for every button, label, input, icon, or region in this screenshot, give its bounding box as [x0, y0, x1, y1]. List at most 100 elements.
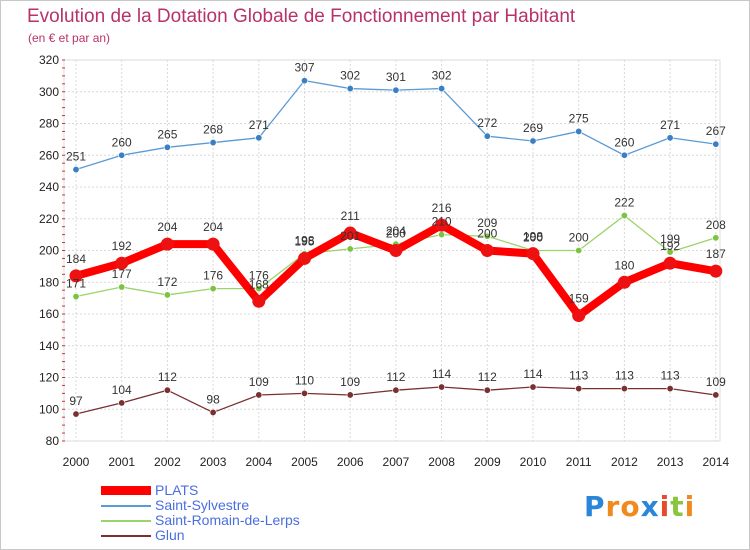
data-point: [343, 226, 357, 240]
data-label: 168: [249, 277, 269, 291]
data-label: 302: [432, 69, 452, 83]
x-tick-label: 2011: [566, 455, 592, 469]
data-point: [438, 231, 446, 239]
data-label: 97: [69, 394, 83, 408]
data-label: 251: [66, 150, 86, 164]
legend: PLATS Saint-Sylvestre Saint-Romain-de-Lerp…: [101, 483, 300, 543]
data-label: 114: [432, 367, 451, 381]
data-point: [435, 218, 449, 232]
data-point: [709, 264, 723, 278]
x-tick-label: 2012: [611, 455, 638, 469]
x-tick-label: 2007: [383, 455, 410, 469]
line-chart: 80 100 120 140 160 180 200 220 240 260 280 300 320 20…: [39, 53, 730, 469]
data-point: [118, 283, 126, 291]
data-point: [575, 385, 583, 393]
data-label: 159: [569, 292, 589, 306]
legend-swatch: [101, 486, 151, 495]
data-label: 269: [523, 121, 543, 135]
data-label: 271: [249, 118, 269, 132]
legend-label: Glun: [155, 527, 185, 543]
x-tick-label: 2005: [291, 455, 318, 469]
data-point: [438, 85, 446, 93]
data-point: [209, 408, 217, 416]
label-layer: 251 260 265 268 271 307 302 301 302 272 269 275 260 2…: [66, 61, 726, 408]
y-tick-label: 320: [39, 53, 59, 67]
legend-item: Glun: [101, 528, 300, 543]
data-point: [620, 385, 628, 393]
data-point: [529, 383, 537, 391]
data-point: [209, 285, 217, 293]
logo-letter: P: [584, 490, 606, 523]
data-point: [72, 410, 80, 418]
data-label: 271: [660, 118, 680, 132]
data-point: [392, 86, 400, 94]
data-label: 200: [569, 231, 589, 245]
data-label: 112: [386, 370, 405, 384]
data-label: 208: [706, 218, 726, 232]
logo-letter: o: [620, 490, 641, 523]
data-point: [72, 293, 80, 301]
x-tick-label: 2004: [245, 455, 272, 469]
grid-layer: [63, 59, 721, 442]
data-label: 201: [340, 229, 360, 243]
data-point: [346, 391, 354, 399]
data-label: 198: [294, 234, 314, 248]
data-label: 114: [523, 367, 542, 381]
data-point: [666, 248, 674, 256]
x-tick-label: 2003: [200, 455, 227, 469]
series-layer: [69, 77, 723, 418]
legend-label: Saint-Romain-de-Lerps: [155, 512, 300, 528]
y-tick-label: 280: [39, 117, 59, 131]
data-label: 199: [660, 232, 680, 246]
data-point: [118, 151, 126, 159]
axis-layer: 80 100 120 140 160 180 200 220 240 260 280 300 320 20…: [39, 53, 730, 469]
data-label: 171: [66, 277, 86, 291]
y-tick-label: 260: [39, 148, 59, 162]
data-label: 109: [340, 375, 360, 389]
data-label: 211: [341, 209, 360, 223]
x-tick-label: 2001: [108, 455, 135, 469]
logo-letter: t: [670, 490, 685, 523]
data-point: [346, 245, 354, 253]
data-point: [575, 247, 583, 255]
data-point: [389, 244, 403, 257]
data-point: [252, 294, 266, 308]
data-point: [392, 386, 400, 394]
data-label: 198: [523, 230, 543, 244]
legend-swatch: [101, 519, 151, 522]
data-point: [206, 237, 220, 251]
data-label: 192: [112, 239, 132, 253]
data-label: 110: [295, 373, 314, 387]
data-label: 307: [294, 61, 314, 75]
data-point: [300, 389, 308, 397]
data-point: [663, 256, 677, 270]
data-label: 98: [206, 392, 220, 406]
legend-swatch: [101, 534, 151, 537]
y-tick-label: 300: [39, 85, 59, 99]
data-label: 210: [432, 215, 452, 229]
data-label: 176: [249, 269, 269, 283]
data-point: [712, 234, 720, 242]
y-tick-label: 120: [39, 371, 59, 385]
data-label: 187: [706, 247, 726, 261]
data-label: 268: [203, 123, 223, 137]
data-point: [483, 386, 491, 394]
data-label: 184: [66, 252, 86, 266]
y-tick-label: 180: [39, 275, 59, 289]
data-point: [666, 134, 674, 142]
data-label: 301: [386, 70, 406, 84]
data-label: 180: [614, 258, 634, 272]
data-point: [255, 134, 263, 142]
data-point: [115, 256, 129, 270]
legend-item: PLATS: [101, 483, 300, 498]
data-label: 192: [660, 239, 680, 253]
data-point: [118, 399, 126, 407]
data-label: 260: [112, 135, 132, 149]
data-label: 260: [614, 135, 634, 149]
data-point: [712, 391, 720, 399]
data-label: 204: [203, 220, 223, 234]
data-label: 112: [478, 370, 497, 384]
x-tick-label: 2014: [702, 455, 729, 469]
x-tick-label: 2006: [337, 455, 364, 469]
logo-letter: i: [684, 490, 696, 523]
